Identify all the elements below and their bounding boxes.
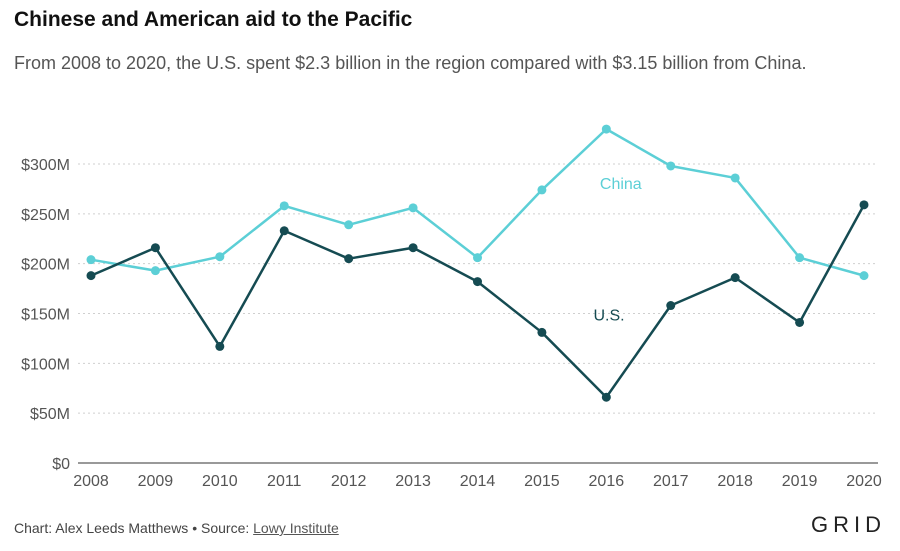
- x-tick-label: 2013: [395, 473, 431, 490]
- data-point-us: [601, 392, 611, 402]
- data-point-china: [601, 124, 611, 134]
- series-label-us: U.S.: [593, 307, 624, 324]
- y-tick-label: $250M: [21, 207, 70, 224]
- x-tick-label: 2014: [460, 473, 496, 490]
- chart-title: Chinese and American aid to the Pacific: [14, 8, 413, 31]
- x-tick-label: 2019: [782, 473, 818, 490]
- data-point-us: [279, 226, 289, 236]
- data-point-china: [730, 173, 740, 183]
- data-point-china: [666, 161, 676, 171]
- y-tick-label: $150M: [21, 307, 70, 324]
- x-tick-label: 2020: [846, 473, 882, 490]
- series-label-china: China: [600, 176, 642, 193]
- x-tick-label: 2010: [202, 473, 238, 490]
- data-point-china: [859, 271, 869, 281]
- chart-subtitle: From 2008 to 2020, the U.S. spent $2.3 b…: [14, 53, 807, 73]
- y-tick-label: $0: [52, 456, 70, 473]
- data-point-china: [537, 185, 547, 195]
- data-point-us: [150, 243, 160, 253]
- data-point-china: [795, 253, 805, 263]
- data-point-us: [730, 273, 740, 283]
- series-line-us: [90, 204, 866, 399]
- data-point-china: [215, 252, 225, 262]
- x-axis-ticks: 2008 2009 2010 2011 2012 2013 2014 2015 2016 2017…: [73, 473, 882, 490]
- y-tick-label: $100M: [21, 356, 70, 373]
- x-tick-label: 2016: [589, 473, 625, 490]
- data-point-china: [86, 255, 96, 265]
- credit-text: Chart: Alex Leeds Matthews • Source:: [14, 520, 254, 536]
- source-link[interactable]: Lowy Institute: [253, 520, 339, 536]
- data-point-us: [408, 243, 418, 253]
- footer-credit: Chart: Alex Leeds Matthews • Source: Low…: [14, 520, 339, 536]
- y-tick-label: $200M: [21, 257, 70, 274]
- y-tick-label: $50M: [30, 406, 70, 423]
- data-point-us: [537, 327, 547, 337]
- y-axis-ticks: $0 $50M $100M $150M $200M $250M $300M: [21, 157, 70, 473]
- data-point-us: [859, 200, 869, 210]
- data-point-us: [795, 317, 805, 327]
- y-tick-label: $300M: [21, 157, 70, 174]
- x-tick-label: 2018: [717, 473, 753, 490]
- x-tick-label: 2012: [331, 473, 367, 490]
- data-point-us: [666, 301, 676, 311]
- data-point-china: [473, 253, 482, 263]
- data-point-china: [408, 203, 418, 213]
- data-point-china: [279, 201, 289, 211]
- x-tick-label: 2017: [653, 473, 689, 490]
- data-point-china: [344, 220, 354, 230]
- x-tick-label: 2008: [73, 473, 109, 490]
- grid-logo: GRID: [811, 512, 886, 537]
- data-point-china: [150, 266, 160, 276]
- data-point-us: [344, 254, 354, 264]
- gridlines: [78, 163, 878, 464]
- x-tick-label: 2011: [267, 473, 302, 490]
- x-tick-label: 2009: [138, 473, 174, 490]
- data-point-us: [86, 271, 96, 281]
- series-group: China U.S.: [86, 124, 869, 402]
- x-tick-label: 2015: [524, 473, 560, 490]
- data-point-us: [473, 277, 482, 287]
- data-point-us: [215, 341, 225, 351]
